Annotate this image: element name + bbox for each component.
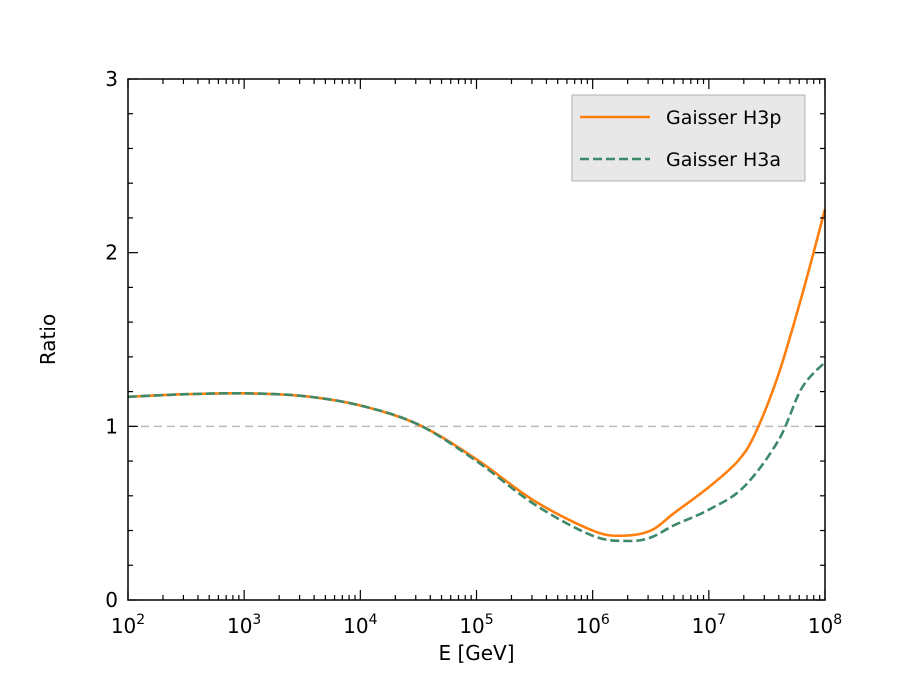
x-tick-label-exponent: 8 [833,612,842,628]
x-tick-label-base: 10 [343,614,368,638]
x-tick-label: 105 [459,612,493,638]
y-tick-label: 0 [105,588,118,612]
series-layer [127,208,827,543]
x-tick-label: 103 [227,612,261,638]
y-tick-label: 3 [105,67,118,91]
legend-box [571,94,806,182]
y-tick-label: 1 [105,414,118,438]
x-tick-label: 102 [111,612,145,638]
series-line-h3p [127,208,827,538]
y-tick-label: 2 [105,241,118,265]
y-axis-label: Ratio [36,314,60,365]
x-tick-label-base: 10 [692,614,717,638]
legend: Gaisser H3p Gaisser H3a [571,94,806,182]
legend-label-h3p: Gaisser H3p [666,107,781,129]
plot-frame [127,78,826,601]
x-tick-label: 106 [575,612,609,638]
x-tick-label-base: 10 [575,614,600,638]
x-tick-label-exponent: 5 [485,612,494,628]
x-tick-label-exponent: 7 [717,612,726,628]
series-line-h3a [127,361,826,543]
x-tick-label-base: 10 [227,614,252,638]
x-tick-label: 104 [343,612,377,638]
x-tick-label-base: 10 [808,614,833,638]
x-tick-label-exponent: 6 [601,612,610,628]
x-tick-label-exponent: 2 [136,612,145,628]
x-tick-label: 108 [808,612,842,638]
x-axis-label: E [GeV] [438,641,514,665]
x-tick-label: 107 [692,612,726,638]
x-tick-label-exponent: 4 [369,612,378,628]
x-tick-label-base: 10 [459,614,484,638]
x-tick-label-exponent: 3 [252,612,261,628]
legend-label-h3a: Gaisser H3a [666,149,781,171]
x-tick-label-base: 10 [111,614,136,638]
